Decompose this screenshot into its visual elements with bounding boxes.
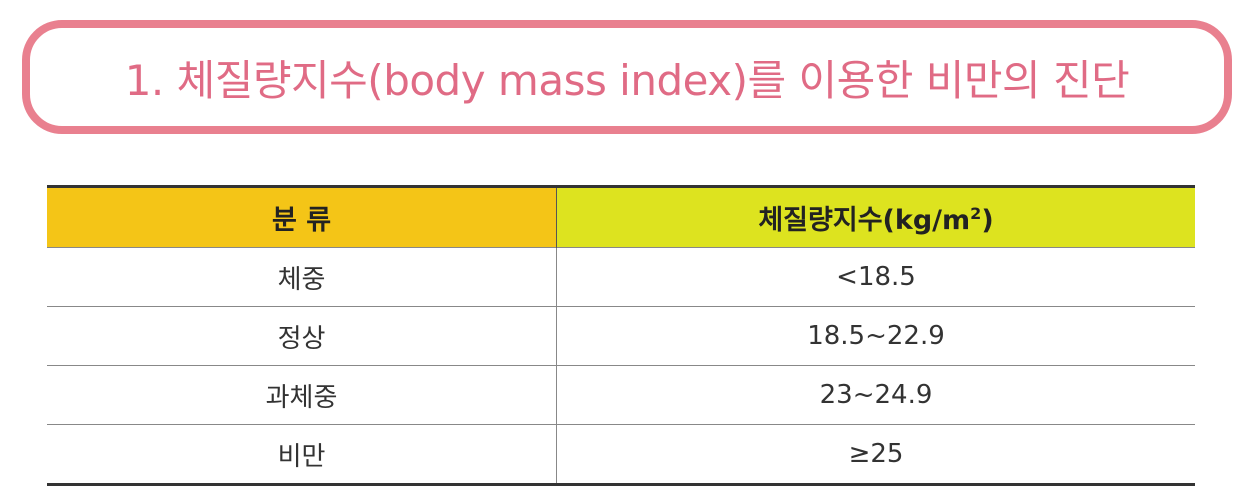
header-cell: 체질량지수(kg/m2): [556, 186, 1195, 248]
header-text: 체질량지수(kg/m: [758, 205, 971, 236]
category-cell: 체중: [47, 247, 557, 307]
title: 1. 체질량지수(body mass index)를 이용한 비만의 진단: [124, 55, 1130, 105]
bmi-cell: <18.5: [556, 247, 1195, 307]
header-text: ): [981, 205, 994, 236]
header-cell: 분 류: [47, 186, 557, 248]
bmi-cell: 18.5~22.9: [556, 306, 1195, 366]
table-row: 정상 18.5~22.9: [47, 306, 1195, 366]
table-row: 비만 ≥25: [47, 424, 1195, 485]
table-body: 체중 <18.5 정상 18.5~22.9 과체중 23~24.9 비만 ≥25: [47, 247, 1195, 485]
header-row: 분 류 체질량지수(kg/m2): [47, 186, 1195, 248]
superscript: 2: [970, 204, 982, 223]
table-row: 과체중 23~24.9: [47, 365, 1195, 425]
category-cell: 정상: [47, 306, 557, 366]
table-row: 체중 <18.5: [47, 247, 1195, 307]
title-box: 1. 체질량지수(body mass index)를 이용한 비만의 진단: [22, 20, 1232, 134]
bmi-cell: 23~24.9: [556, 365, 1195, 425]
header-text: 분 류: [271, 205, 332, 236]
bmi-table: 분 류 체질량지수(kg/m2) 체중 <18.5 정상 18.5~22.9 과체중 23…: [47, 185, 1195, 486]
bmi-cell: ≥25: [556, 424, 1195, 485]
category-cell: 과체중: [47, 365, 557, 425]
category-cell: 비만: [47, 424, 557, 485]
